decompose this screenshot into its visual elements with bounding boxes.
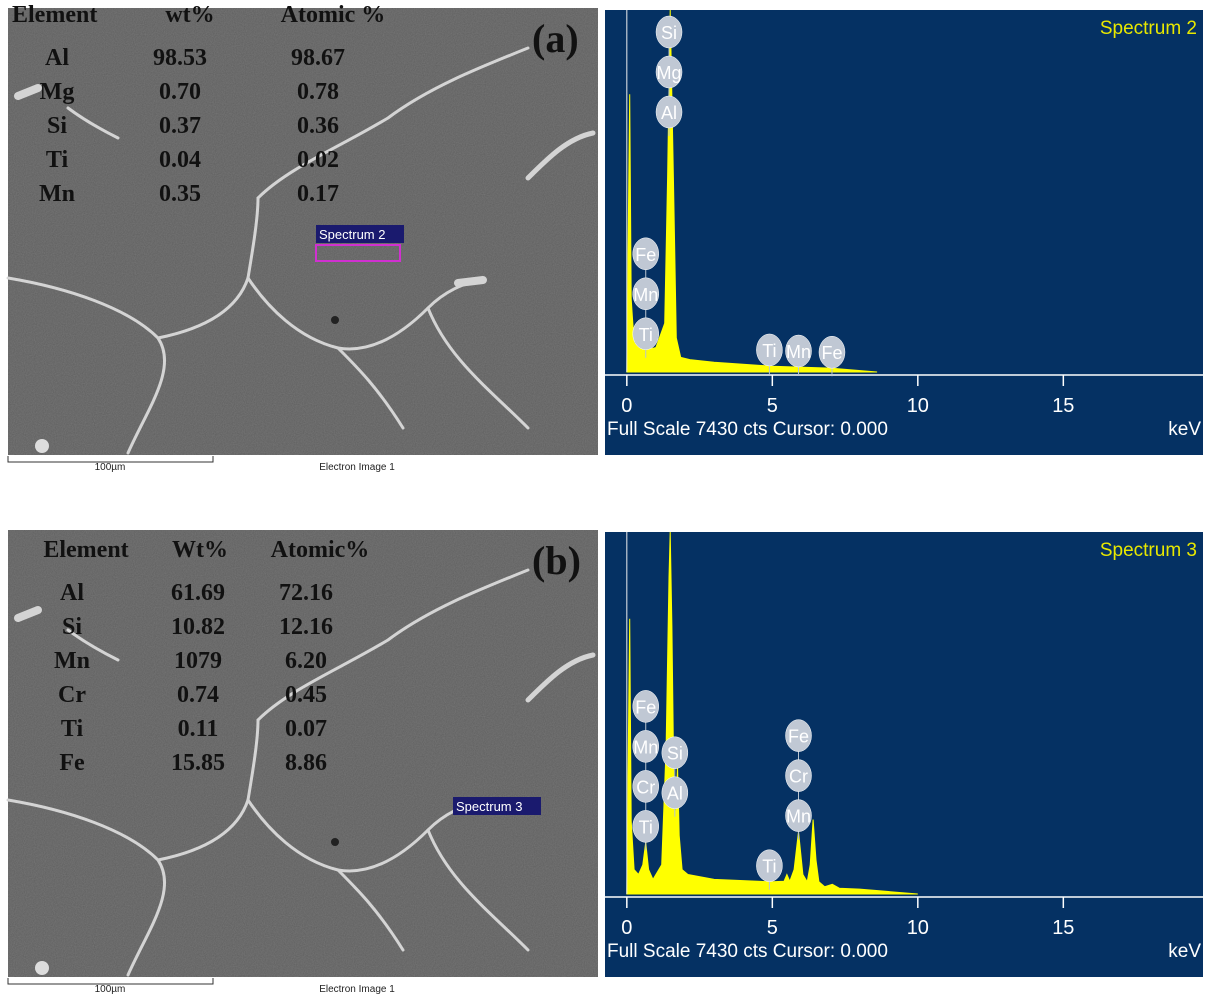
panel-label: (a) (532, 16, 579, 61)
table-cell: Fe (59, 750, 85, 776)
table-cell: 0.36 (297, 113, 339, 139)
peak-label: Fe (821, 343, 842, 363)
x-tick-label: 5 (767, 395, 778, 417)
table-header: Atomic % (281, 2, 386, 28)
table-cell: Ti (46, 147, 69, 173)
table-cell: 0.07 (285, 716, 327, 742)
table-cell: 0.11 (178, 716, 219, 742)
table-cell: Mg (40, 79, 75, 105)
table-cell: 0.04 (159, 147, 201, 173)
table-cell: Al (60, 580, 84, 606)
peak-label: Fe (635, 245, 656, 265)
x-tick-label: 10 (907, 917, 929, 939)
peak-label: Cr (636, 777, 655, 797)
x-tick-label: 10 (907, 395, 929, 417)
table-cell: 98.67 (291, 45, 345, 71)
spectrum-title: Spectrum 3 (1100, 540, 1197, 561)
table-cell: 0.78 (297, 79, 339, 105)
image-texture (8, 8, 598, 455)
table-header: Element (43, 537, 128, 563)
peak-label: Fe (788, 727, 809, 747)
peak-label: Si (667, 744, 683, 764)
pore (331, 838, 339, 846)
scale-bar-label: 100µm (95, 462, 126, 473)
table-cell: 8.86 (285, 750, 327, 776)
spectrum-footer: Full Scale 7430 cts Cursor: 0.000 (607, 419, 888, 440)
panel: Element Wt% Atomic% Al 61.69 72.16 Si 10.82 12.1… (8, 530, 1203, 995)
x-unit: keV (1168, 419, 1201, 440)
table-cell: 0.02 (297, 147, 339, 173)
panel-label: (b) (532, 538, 581, 583)
table-cell: Mn (54, 648, 90, 674)
peak-label: Ti (639, 817, 653, 837)
sem-image (8, 8, 598, 455)
table-cell: 0.35 (159, 181, 201, 207)
particle (35, 961, 49, 975)
x-tick-label: 0 (621, 917, 632, 939)
peak-label: Ti (762, 341, 776, 361)
marker-label: Spectrum 2 (319, 227, 385, 242)
table-cell: 10.82 (171, 614, 225, 640)
peak-label: Al (661, 103, 677, 123)
table-cell: Si (62, 614, 82, 640)
table-cell: 0.45 (285, 682, 327, 708)
table-cell: Cr (58, 682, 86, 708)
peak-label: Al (667, 784, 683, 804)
table-cell: 1079 (174, 648, 222, 674)
peak-label: Cr (789, 767, 808, 787)
page: {"panels": [ {"label": "(a)", "table": {… (0, 0, 1210, 1003)
table-cell: 15.85 (171, 750, 225, 776)
table-header: Wt% (172, 537, 228, 563)
table-cell: Ti (61, 716, 84, 742)
panel: Element wt% Atomic % Al 98.53 98.67 Mg 0.70 0.78… (8, 2, 1203, 473)
pore (331, 316, 339, 324)
image-caption: Electron Image 1 (319, 462, 395, 473)
table-cell: 0.70 (159, 79, 201, 105)
x-tick-label: 0 (621, 395, 632, 417)
peak-label: Mg (657, 63, 682, 83)
peak-label: Mn (633, 737, 658, 757)
table-cell: 61.69 (171, 580, 225, 606)
peak-label: Mn (633, 285, 658, 305)
image-caption: Electron Image 1 (319, 984, 395, 995)
table-header: Element (12, 2, 97, 28)
table-cell: 72.16 (279, 580, 333, 606)
x-tick-label: 5 (767, 917, 778, 939)
peak-label: Mn (786, 807, 811, 827)
figure: Element wt% Atomic % Al 98.53 98.67 Mg 0.70 0.78… (0, 0, 1210, 1003)
x-unit: keV (1168, 941, 1201, 962)
peak-label: Ti (639, 325, 653, 345)
scale-bar-label: 100µm (95, 984, 126, 995)
peak-label: Fe (635, 697, 656, 717)
x-tick-label: 15 (1052, 395, 1074, 417)
table-cell: Al (45, 45, 69, 71)
table-cell: 12.16 (279, 614, 333, 640)
table-cell: 98.53 (153, 45, 207, 71)
table-cell: 0.17 (297, 181, 339, 207)
table-cell: 0.37 (159, 113, 201, 139)
table-header: wt% (165, 2, 214, 28)
spectrum-footer: Full Scale 7430 cts Cursor: 0.000 (607, 941, 888, 962)
peak-label: Si (661, 23, 677, 43)
spectrum-panel (605, 10, 1203, 455)
marker-label: Spectrum 3 (456, 799, 522, 814)
spectrum-title: Spectrum 2 (1100, 18, 1197, 39)
table-cell: Si (47, 113, 67, 139)
peak-label: Ti (762, 857, 776, 877)
table-cell: 0.74 (177, 682, 219, 708)
table-cell: Mn (39, 181, 75, 207)
spectrum-panel (605, 532, 1203, 977)
x-tick-label: 15 (1052, 917, 1074, 939)
particle (35, 439, 49, 453)
table-cell: 6.20 (285, 648, 327, 674)
peak-label: Mn (786, 342, 811, 362)
table-header: Atomic% (271, 537, 370, 563)
